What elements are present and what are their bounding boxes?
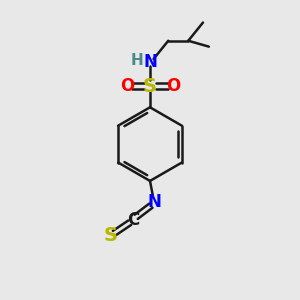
Text: C: C: [127, 211, 139, 229]
Text: O: O: [120, 77, 134, 95]
Text: S: S: [103, 226, 117, 245]
Text: O: O: [166, 77, 180, 95]
Text: S: S: [143, 76, 157, 96]
Text: H: H: [131, 53, 143, 68]
Text: N: N: [143, 53, 157, 71]
Text: N: N: [148, 193, 161, 211]
